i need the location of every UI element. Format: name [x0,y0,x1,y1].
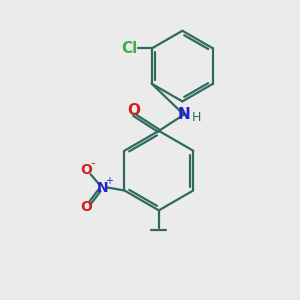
Text: O: O [127,103,140,118]
Text: -: - [90,157,95,170]
Text: O: O [80,163,92,177]
Text: O: O [80,200,92,214]
Text: N: N [97,181,108,194]
Text: N: N [178,107,190,122]
Text: H: H [191,111,201,124]
Text: +: + [105,176,113,186]
Text: Cl: Cl [122,41,138,56]
